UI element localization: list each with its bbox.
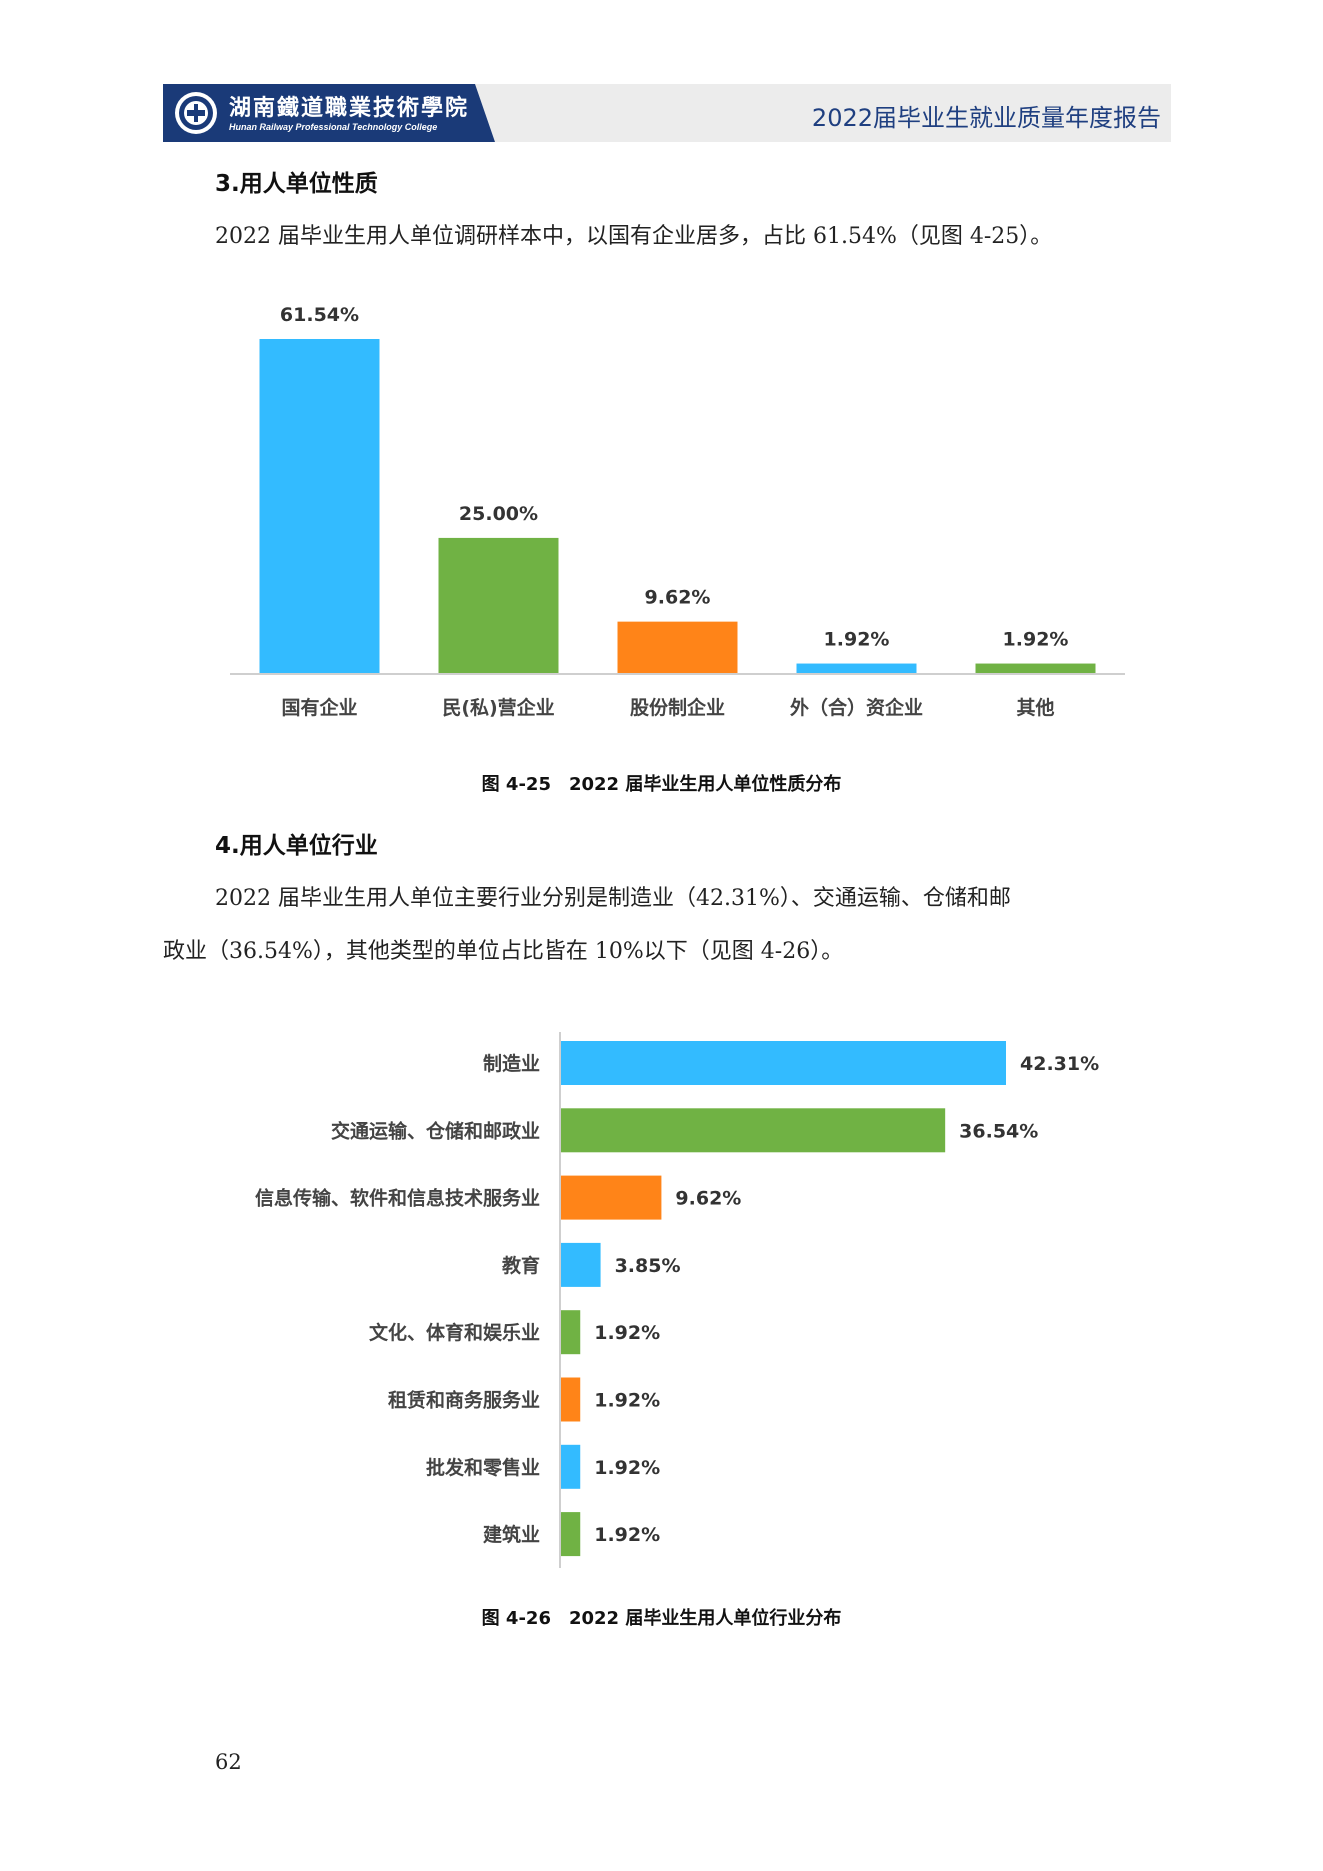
bar-value-label: 42.31% xyxy=(1020,1053,1099,1075)
category-label: 批发和零售业 xyxy=(426,1456,540,1479)
page-header: 湖南鐵道職業技術學院 Hunan Railway Professional Te… xyxy=(163,84,1171,142)
page-number: 62 xyxy=(215,1750,242,1774)
figure-26-caption: 图 4-26 2022 届毕业生用人单位行业分布 xyxy=(481,1608,842,1629)
category-label: 国有企业 xyxy=(281,696,357,719)
school-logo-icon xyxy=(175,92,217,134)
industry-paragraph-line-1: 2022 届毕业生用人单位主要行业分别是制造业（42.31%）、交通运输、仓储和… xyxy=(215,886,1011,911)
bar-value-label: 1.92% xyxy=(1003,629,1069,651)
school-name: 湖南鐵道職業技術學院 xyxy=(229,96,470,121)
section-heading-industry: 4.用人单位行业 xyxy=(215,833,378,859)
employer-type-paragraph: 2022 届毕业生用人单位调研样本中，以国有企业居多，占比 61.54%（见图 … xyxy=(215,224,1053,249)
category-label: 信息传输、软件和信息技术服务业 xyxy=(255,1187,540,1210)
category-label: 文化、体育和娱乐业 xyxy=(369,1321,540,1344)
bar-value-label: 1.92% xyxy=(594,1390,660,1412)
school-name-english: Hunan Railway Professional Technology Co… xyxy=(229,122,438,132)
figure-25-caption: 图 4-25 2022 届毕业生用人单位性质分布 xyxy=(481,774,842,795)
bar-value-label: 9.62% xyxy=(645,587,711,609)
category-label: 民(私)营企业 xyxy=(442,696,554,719)
bar-3 xyxy=(560,1175,662,1220)
bar-8 xyxy=(560,1512,581,1557)
category-label: 外（合）资企业 xyxy=(790,696,923,719)
bar-1 xyxy=(259,339,380,674)
bar-5 xyxy=(560,1310,581,1355)
bar-7 xyxy=(560,1444,581,1489)
bar-1 xyxy=(560,1041,1006,1085)
bar-value-label: 1.92% xyxy=(824,629,890,651)
bar-value-label: 1.92% xyxy=(594,1457,660,1479)
employer-type-bar-chart: 61.54% 国有企业 25.00% 民(私)营企业 9.62% 股份制企业 1.92% 外（… xyxy=(230,304,1125,719)
report-title: 2022届毕业生就业质量年度报告 xyxy=(811,104,1161,132)
bar-value-label: 3.85% xyxy=(615,1255,681,1277)
school-banner: 湖南鐵道職業技術學院 Hunan Railway Professional Te… xyxy=(163,84,495,142)
category-label: 股份制企业 xyxy=(630,696,725,719)
bar-value-label: 1.92% xyxy=(594,1322,660,1344)
bar-5 xyxy=(975,663,1096,674)
category-label: 交通运输、仓储和邮政业 xyxy=(331,1119,540,1142)
section-heading-employer-type: 3.用人单位性质 xyxy=(215,171,378,197)
bar-4 xyxy=(560,1242,601,1287)
category-label: 教育 xyxy=(502,1254,540,1277)
bar-value-label: 61.54% xyxy=(280,304,359,326)
bar-2 xyxy=(560,1108,946,1153)
category-label: 制造业 xyxy=(483,1052,540,1075)
industry-bar-chart: 42.31% 制造业 36.54% 交通运输、仓储和邮政业 9.62% 信息传输、软件和信… xyxy=(255,1032,1099,1568)
bar-value-label: 9.62% xyxy=(675,1188,741,1210)
bar-value-label: 25.00% xyxy=(459,503,538,525)
bar-2 xyxy=(438,537,559,674)
category-label: 租赁和商务服务业 xyxy=(388,1389,540,1412)
industry-paragraph-line-2: 政业（36.54%），其他类型的单位占比皆在 10%以下（见图 4-26）。 xyxy=(163,939,844,964)
bar-4 xyxy=(796,663,917,674)
bar-3 xyxy=(617,621,738,674)
bar-6 xyxy=(560,1377,581,1422)
category-label: 建筑业 xyxy=(483,1523,540,1546)
bar-value-label: 36.54% xyxy=(959,1120,1038,1142)
category-label: 其他 xyxy=(1016,696,1054,719)
bar-value-label: 1.92% xyxy=(594,1524,660,1546)
